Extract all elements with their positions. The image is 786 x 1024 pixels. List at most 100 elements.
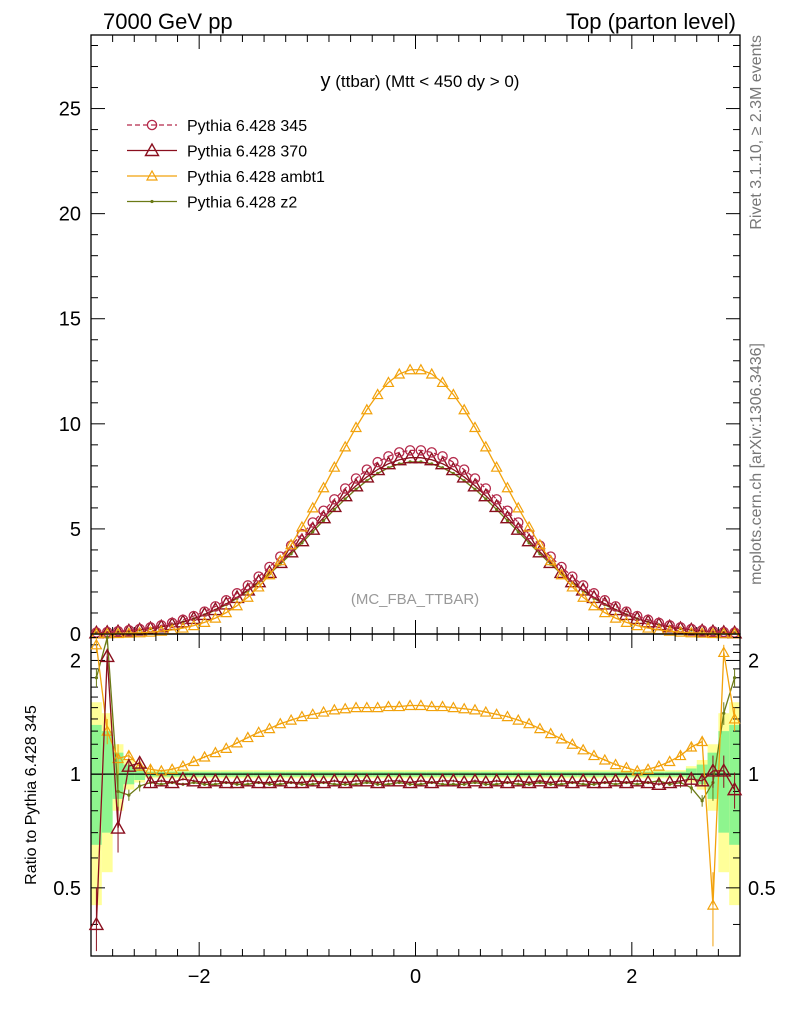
triangle-marker: [198, 750, 211, 762]
triangle-marker: [153, 772, 170, 787]
mcplots-label: mcplots.cern.ch [arXiv:1306.3436]: [748, 343, 765, 585]
ratio-ylabel: Ratio to Pythia 6.428 345: [23, 705, 40, 885]
triangle-marker: [231, 599, 244, 611]
triangle-marker: [532, 543, 548, 558]
triangle-marker: [315, 774, 332, 789]
triangle-marker: [339, 702, 352, 714]
triangle-marker: [187, 619, 200, 631]
y-tick-label: 15: [59, 309, 81, 331]
triangle-marker: [609, 758, 622, 770]
triangle-marker: [144, 763, 157, 774]
dot-marker: [138, 784, 142, 788]
triangle-marker: [133, 626, 146, 638]
circle-marker: [642, 614, 654, 626]
circle-marker: [253, 571, 264, 582]
circle-marker: [653, 617, 665, 629]
triangle-marker: [510, 772, 526, 787]
dot-marker: [614, 782, 618, 786]
triangle-marker: [490, 460, 503, 472]
triangle-marker: [586, 774, 602, 789]
dot-marker: [635, 782, 639, 786]
header-right: Top (parton level): [566, 9, 736, 34]
legend-label: Pythia 6.428 ambt1: [187, 169, 325, 186]
triangle-marker: [166, 763, 179, 774]
circle-marker: [599, 595, 611, 606]
triangle-marker: [371, 388, 384, 400]
y-tick-label: 5: [70, 519, 81, 541]
triangle-marker: [359, 469, 375, 483]
circle-marker: [156, 620, 167, 631]
triangle-marker: [164, 774, 180, 789]
dot-marker: [581, 782, 585, 786]
triangle-marker: [187, 755, 200, 767]
triangle-marker: [414, 363, 427, 375]
triangle-marker: [717, 646, 730, 658]
triangle-marker: [196, 774, 213, 789]
triangle-marker: [207, 601, 224, 616]
triangle-marker: [295, 520, 308, 532]
dot-marker: [668, 782, 672, 786]
triangle-marker: [220, 742, 233, 753]
triangle-marker: [186, 610, 202, 625]
triangle-marker: [533, 538, 546, 550]
triangle-marker: [155, 624, 168, 636]
triangle-marker: [90, 638, 103, 650]
triangle-marker: [587, 749, 600, 761]
triangle-marker: [424, 451, 440, 466]
dot-marker: [495, 782, 499, 786]
header-left: 7000 GeV pp: [103, 9, 233, 34]
dot-marker: [484, 782, 488, 786]
triangle-marker: [240, 772, 256, 787]
triangle-marker: [380, 772, 397, 787]
series-z2: [94, 460, 737, 635]
triangle-marker: [618, 774, 635, 789]
triangle-marker: [726, 781, 743, 796]
dot-marker: [700, 799, 704, 803]
triangle-marker: [674, 749, 687, 761]
triangle-marker: [121, 758, 137, 772]
triangle-marker: [272, 772, 288, 787]
ratio-frame: [90, 633, 741, 957]
triangle-marker: [447, 701, 460, 713]
triangle-marker: [369, 461, 386, 476]
dot-marker: [559, 782, 564, 786]
triangle-marker: [207, 772, 224, 787]
triangle-marker: [349, 421, 363, 433]
triangle-marker: [533, 722, 546, 734]
y-tick-label: 20: [59, 204, 81, 226]
triangle-marker: [306, 501, 319, 513]
main-series: [88, 363, 743, 639]
triangle-marker: [696, 735, 709, 747]
triangle-marker: [607, 601, 624, 616]
triangle-marker: [661, 774, 678, 789]
triangle-marker: [609, 611, 622, 623]
triangle-marker: [683, 771, 700, 785]
triangle-marker: [306, 708, 319, 719]
circle-marker: [610, 601, 621, 612]
triangle-marker: [436, 700, 449, 712]
triangle-marker: [467, 477, 483, 492]
y-tick-label: 10: [59, 414, 81, 436]
triangle-marker: [285, 538, 298, 550]
triangle-marker: [543, 774, 559, 789]
legend-label: Pythia 6.428 370: [187, 144, 307, 161]
triangle-marker: [371, 701, 384, 713]
dot-marker: [116, 789, 120, 794]
triangle-marker: [349, 701, 363, 713]
dot-marker: [386, 782, 391, 786]
triangle-marker: [145, 169, 159, 181]
triangle-marker: [402, 449, 418, 464]
dot-marker: [419, 782, 423, 786]
triangle-marker: [133, 759, 146, 771]
triangle-marker: [652, 759, 665, 771]
triangle-marker: [198, 616, 211, 627]
dot-marker: [473, 780, 477, 785]
dot-marker: [484, 497, 488, 501]
dot-marker: [495, 507, 499, 512]
ratio-line: [95, 644, 736, 906]
triangle-marker: [642, 621, 655, 633]
triangle-marker: [447, 388, 460, 400]
circle-marker: [448, 456, 459, 468]
dot-marker: [192, 780, 196, 785]
triangle-marker: [555, 732, 568, 744]
